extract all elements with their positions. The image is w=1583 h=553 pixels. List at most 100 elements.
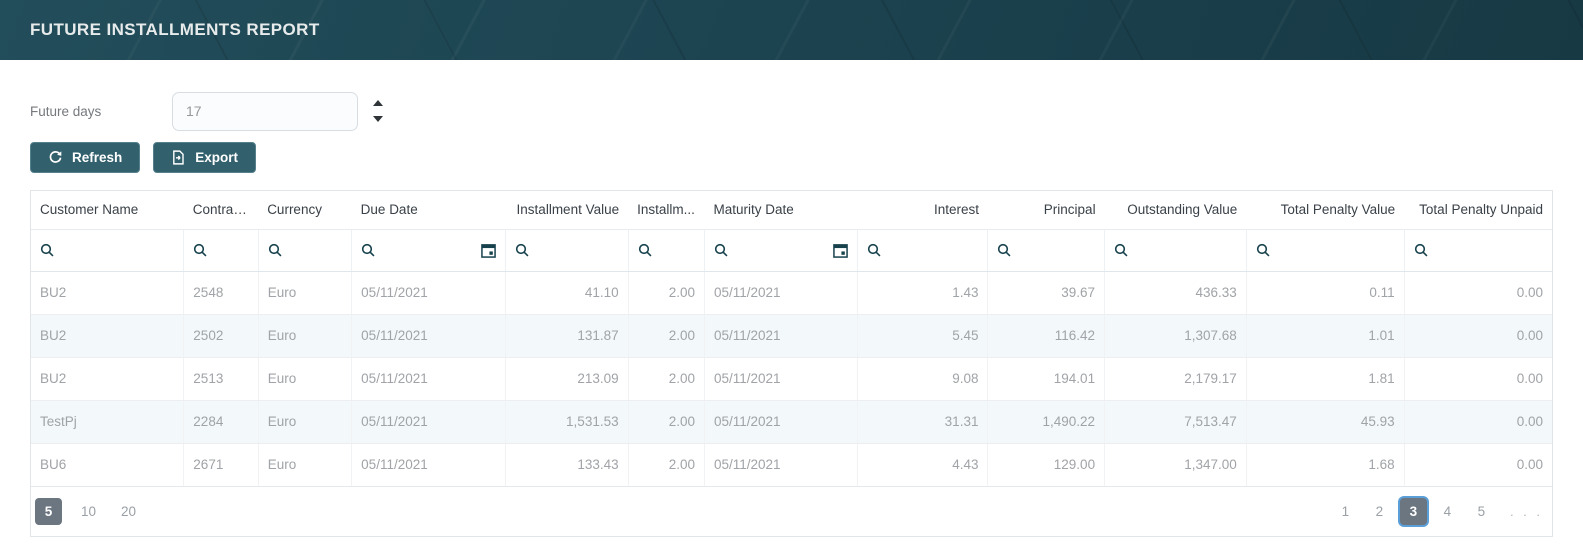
filter-cell-maturity-date[interactable] — [704, 229, 858, 272]
column-header-customer-name[interactable]: Customer Name — [31, 191, 184, 230]
cell-installments: 2.00 — [628, 314, 706, 358]
spin-up-icon[interactable] — [371, 100, 385, 107]
pager-ellipsis: . . . — [1509, 504, 1543, 519]
page-5[interactable]: 5 — [1477, 504, 1486, 519]
cell-contract: 2284 — [183, 400, 259, 444]
cell-total-penalty-value: 45.93 — [1246, 400, 1405, 444]
search-icon[interactable] — [714, 243, 729, 258]
cell-outstanding-value: 436.33 — [1104, 271, 1247, 315]
page-2[interactable]: 2 — [1375, 504, 1384, 519]
cell-total-penalty-unpaid: 0.00 — [1404, 400, 1552, 444]
calendar-icon[interactable] — [832, 243, 848, 258]
filter-cell-installment-value[interactable] — [505, 229, 629, 272]
page-4[interactable]: 4 — [1443, 504, 1452, 519]
cell-contract: 2502 — [183, 314, 259, 358]
cell-total-penalty-value: 0.11 — [1246, 271, 1405, 315]
export-file-icon — [171, 150, 186, 165]
refresh-button-label: Refresh — [72, 150, 123, 165]
cell-principal: 39.67 — [987, 271, 1106, 315]
cell-due-date: 05/11/2021 — [351, 314, 506, 358]
page-3[interactable]: 3 — [1399, 498, 1427, 525]
cell-total-penalty-unpaid: 0.00 — [1404, 357, 1552, 401]
column-header-total-penalty-value[interactable]: Total Penalty Value — [1246, 191, 1405, 230]
cell-due-date: 05/11/2021 — [351, 271, 506, 315]
cell-installment-value: 131.87 — [505, 314, 629, 358]
filter-cell-total-penalty-unpaid[interactable] — [1404, 229, 1552, 272]
export-button-label: Export — [195, 150, 239, 165]
cell-customer-name: TestPj — [31, 400, 185, 444]
search-icon[interactable] — [638, 243, 653, 258]
column-header-principal[interactable]: Principal — [987, 191, 1105, 230]
search-icon[interactable] — [1256, 243, 1271, 258]
page-size-20[interactable]: 20 — [120, 504, 137, 519]
table-row: BU6 2671 Euro 05/11/2021 133.43 2.00 05/11/202… — [31, 443, 1552, 486]
search-icon[interactable] — [1414, 243, 1429, 258]
cell-installment-value: 1,531.53 — [505, 400, 629, 444]
page-1[interactable]: 1 — [1341, 504, 1350, 519]
spin-down-icon[interactable] — [371, 116, 385, 123]
page-size-10[interactable]: 10 — [80, 504, 97, 519]
search-icon[interactable] — [1114, 243, 1129, 258]
cell-contract: 2513 — [183, 357, 259, 401]
cell-customer-name: BU6 — [31, 443, 185, 486]
column-header-interest[interactable]: Interest — [857, 191, 988, 230]
column-header-outstanding-value[interactable]: Outstanding Value — [1104, 191, 1247, 230]
cell-outstanding-value: 2,179.17 — [1104, 357, 1247, 401]
cell-interest: 9.08 — [857, 357, 989, 401]
filter-cell-outstanding-value[interactable] — [1104, 229, 1247, 272]
search-icon[interactable] — [268, 243, 283, 258]
search-icon[interactable] — [867, 243, 882, 258]
down-arrow-icon — [373, 116, 383, 122]
cell-contract: 2671 — [183, 443, 259, 486]
filter-cell-due-date[interactable] — [351, 229, 506, 272]
cell-customer-name: BU2 — [31, 357, 185, 401]
cell-total-penalty-unpaid: 0.00 — [1404, 314, 1552, 358]
column-header-currency[interactable]: Currency — [258, 191, 352, 230]
cell-maturity-date: 05/11/2021 — [704, 400, 858, 444]
search-icon[interactable] — [193, 243, 208, 258]
filter-cell-customer-name[interactable] — [31, 229, 185, 272]
future-days-field-row: Future days — [30, 91, 1553, 131]
cell-interest: 5.45 — [857, 314, 989, 358]
column-header-installment-value[interactable]: Installment Value — [505, 191, 629, 230]
export-button[interactable]: Export — [153, 142, 257, 173]
toolbar: Refresh Export — [30, 142, 1553, 173]
filter-cell-total-penalty-value[interactable] — [1246, 229, 1405, 272]
cell-installments: 2.00 — [628, 400, 706, 444]
search-icon[interactable] — [997, 243, 1012, 258]
filter-cell-currency[interactable] — [258, 229, 353, 272]
cell-outstanding-value: 1,307.68 — [1104, 314, 1247, 358]
app-header-bar: FUTURE INSTALLMENTS REPORT — [0, 0, 1583, 60]
cell-due-date: 05/11/2021 — [351, 400, 506, 444]
page-size-5[interactable]: 5 — [35, 498, 62, 525]
cell-customer-name: BU2 — [31, 271, 185, 315]
content-area: Future days Refresh Export — [0, 91, 1583, 537]
calendar-icon[interactable] — [481, 243, 496, 258]
refresh-button[interactable]: Refresh — [30, 142, 141, 173]
search-icon[interactable] — [40, 243, 55, 258]
search-icon[interactable] — [361, 243, 376, 258]
cell-installment-value: 213.09 — [505, 357, 629, 401]
column-header-maturity-date[interactable]: Maturity Date — [704, 191, 858, 230]
table-row: BU2 2513 Euro 05/11/2021 213.09 2.00 05/11/202… — [31, 357, 1552, 401]
search-icon[interactable] — [515, 243, 530, 258]
column-header-due-date[interactable]: Due Date — [351, 191, 506, 230]
column-header-installments[interactable]: Installm... — [628, 191, 705, 230]
refresh-icon — [48, 150, 63, 165]
future-days-input[interactable] — [172, 91, 358, 131]
column-header-contract[interactable]: Contrac... — [183, 191, 259, 230]
future-days-label: Future days — [30, 103, 102, 119]
cell-outstanding-value: 1,347.00 — [1104, 443, 1247, 486]
number-spinner — [371, 100, 385, 123]
cell-outstanding-value: 7,513.47 — [1104, 400, 1247, 444]
cell-currency: Euro — [258, 443, 353, 486]
filter-cell-principal[interactable] — [987, 229, 1106, 272]
filter-cell-interest[interactable] — [857, 229, 989, 272]
column-header-total-penalty-unpaid[interactable]: Total Penalty Unpaid — [1404, 191, 1552, 230]
filter-cell-contract[interactable] — [183, 229, 259, 272]
cell-installment-value: 133.43 — [505, 443, 629, 486]
table-row: TestPj 2284 Euro 05/11/2021 1,531.53 2.00 05/1… — [31, 400, 1552, 444]
filter-cell-installments[interactable] — [628, 229, 706, 272]
